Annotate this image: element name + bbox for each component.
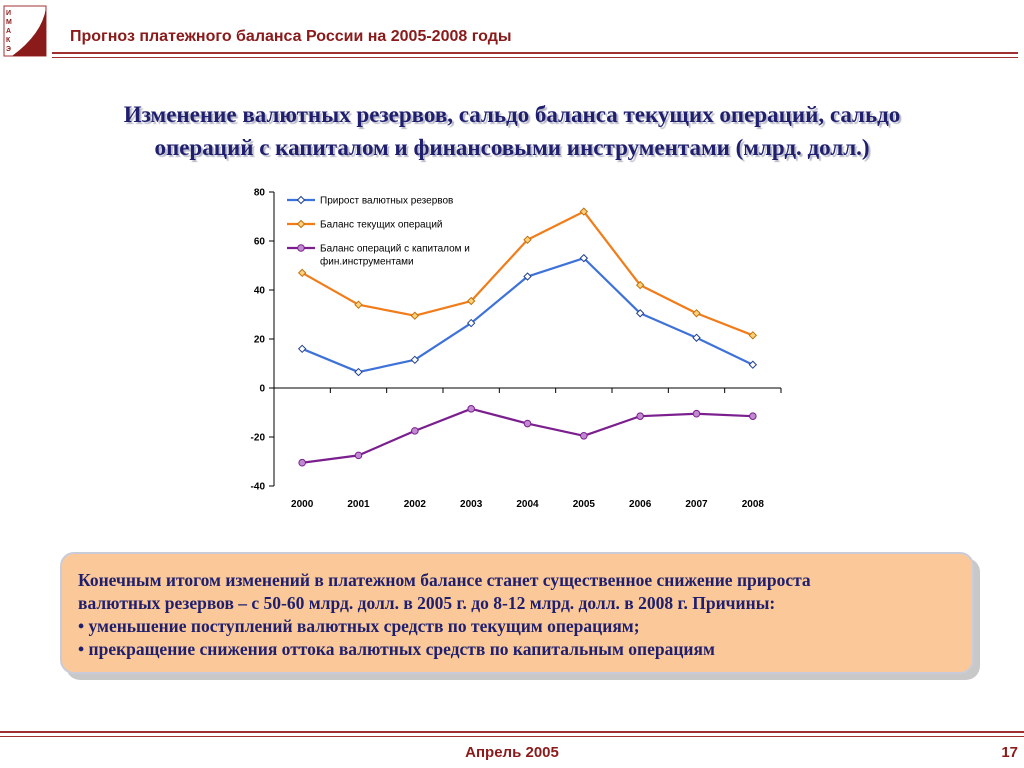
data-point (635, 309, 645, 318)
series-1 (297, 253, 758, 377)
y-tick-label: -40 (251, 482, 266, 493)
data-point (748, 360, 758, 369)
y-tick-label: -20 (251, 433, 266, 444)
imake-logo: И М А К Э (3, 5, 47, 57)
chart-series (297, 207, 758, 467)
x-tick-label: 2002 (404, 499, 427, 510)
data-point (297, 268, 307, 278)
note-line-3: • уменьшение поступлений валютных средст… (78, 616, 640, 636)
data-point (636, 412, 644, 420)
y-tick-label: 20 (254, 335, 266, 346)
footer-divider-thin (0, 736, 1024, 737)
legend-marker (297, 244, 305, 252)
legend-item: Баланс операций с капиталом ифин.инструм… (287, 244, 470, 268)
y-tick-label: 60 (254, 237, 266, 248)
footer-date: Апрель 2005 (465, 744, 559, 761)
data-point (354, 451, 363, 460)
data-point (579, 253, 589, 263)
y-tick-label: 0 (259, 384, 265, 395)
data-point (749, 412, 757, 420)
x-tick-label: 2008 (742, 499, 765, 510)
slide-title-line1: Изменение валютных резервов, сальдо бала… (123, 102, 901, 127)
series-line (302, 407, 753, 464)
logo-letter: И (6, 10, 11, 17)
legend-marker (296, 219, 306, 229)
note-line-2: валютных резервов – с 50-60 млрд. долл. … (78, 593, 776, 613)
data-point (692, 409, 701, 418)
data-point (579, 207, 589, 216)
header-divider-thin (52, 57, 1018, 58)
x-tick-label: 2001 (347, 499, 370, 510)
data-point (523, 272, 532, 281)
logo-letter: М (6, 19, 12, 26)
data-point (354, 300, 363, 309)
slide-title-line2: операций с капиталом и финансовыми инстр… (154, 135, 870, 160)
data-point (635, 280, 645, 290)
data-point (466, 318, 476, 328)
x-tick-label: 2006 (629, 499, 652, 510)
data-point (354, 367, 363, 377)
chart-axes: 80 60 40 20 0 -20 -40 2000 2001 2002 2003 2004 2005 2… (251, 188, 782, 510)
legend-label: Баланс текущих операций (320, 220, 443, 231)
data-point (466, 296, 476, 306)
legend-item: Баланс текущих операций (287, 220, 443, 231)
data-point (410, 355, 420, 365)
data-point (297, 344, 307, 354)
header-title: Прогноз платежного баланса России на 200… (70, 28, 512, 45)
data-point (410, 311, 420, 320)
legend-item: Прирост валютных резервов (287, 196, 453, 207)
conclusion-note: Конечным итогом изменений в платежном ба… (60, 552, 974, 674)
legend-label: Прирост валютных резервов (320, 196, 453, 207)
data-point (692, 309, 701, 318)
legend-marker (296, 195, 306, 205)
legend-label: Баланс операций с капиталом и (320, 244, 470, 255)
header-divider (52, 52, 1018, 54)
x-tick-label: 2004 (516, 499, 539, 510)
y-tick-label: 40 (254, 286, 266, 297)
logo-letter: А (6, 28, 11, 35)
logo-letters: И М А К Э (6, 10, 12, 53)
note-line-1: Конечным итогом изменений в платежном ба… (78, 570, 811, 590)
data-point (467, 405, 475, 413)
x-tick-label: 2000 (291, 499, 314, 510)
data-point (692, 333, 701, 342)
data-point (580, 431, 588, 440)
data-point (298, 458, 306, 467)
y-tick-label: 80 (254, 188, 266, 199)
x-tick-label: 2007 (685, 499, 708, 510)
page-number: 17 (1001, 744, 1018, 761)
series-3 (298, 405, 757, 467)
logo-letter: Э (6, 46, 11, 53)
slide-title: Изменение валютных резервов, сальдо бала… (60, 98, 964, 164)
x-tick-label: 2003 (460, 499, 483, 510)
logo-letter: К (6, 37, 11, 44)
data-point (411, 427, 419, 435)
data-point (748, 331, 758, 340)
legend-label: фин.инструментами (320, 256, 414, 268)
series-2 (297, 207, 758, 340)
data-point (523, 419, 532, 428)
data-point (523, 235, 532, 244)
footer-divider (0, 731, 1024, 733)
x-tick-label: 2005 (573, 499, 596, 510)
chart-legend: Прирост валютных резервов Баланс текущих … (287, 196, 470, 268)
note-line-4: • прекращение снижения оттока валютных с… (78, 639, 715, 659)
